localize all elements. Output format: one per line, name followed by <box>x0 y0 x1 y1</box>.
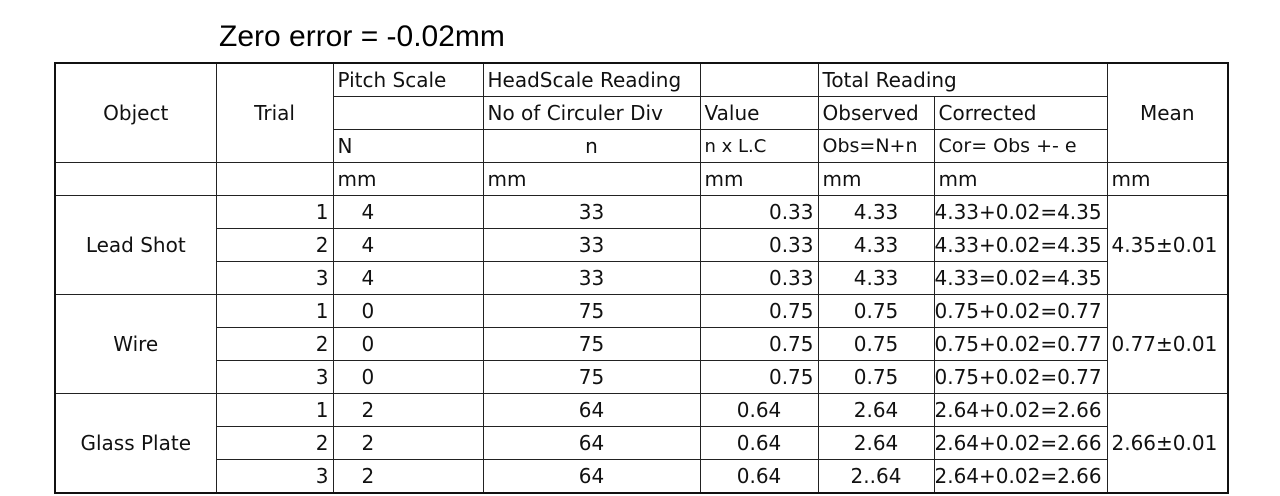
corrected-value: 2.64+0.02=2.66 <box>933 393 1108 427</box>
header-n-small: n <box>482 129 701 163</box>
trial-number: 3 <box>215 261 334 295</box>
mean-value: 2.66±0.01 <box>1106 393 1229 494</box>
header-row-3: N n n x L.C Obs=N+n Cor= Obs +- e <box>55 129 1228 163</box>
observed-value: 0.75 <box>817 327 935 361</box>
table-row: Glass Plate 1 2 64 0.64 2.64 2.64+0.02=2… <box>54 393 1229 494</box>
table-row: 2 0 75 0.75 0.75 0.75+0.02=0.77 <box>55 327 1228 361</box>
pitch-value: 0 <box>332 360 484 394</box>
observed-value: 2.64 <box>817 426 935 460</box>
pitch-value: 2 <box>332 459 484 494</box>
table-row: 3 2 64 0.64 2..64 2.64+0.02=2.66 <box>55 459 1228 494</box>
header-n-lc: n x L.C <box>699 129 819 163</box>
object-name: Lead Shot <box>54 195 217 295</box>
lc-value: 0.75 <box>699 294 819 328</box>
corrected-value: 4.33=0.02=4.35 <box>933 261 1108 295</box>
pitch-value: 2 <box>332 393 484 427</box>
header-value: Value <box>699 96 819 130</box>
circular-div-value: 75 <box>482 360 701 394</box>
unit-label: mm <box>933 162 1108 196</box>
corrected-value: 4.33+0.02=4.35 <box>933 195 1108 229</box>
header-trial: Trial <box>215 62 334 163</box>
trial-number: 2 <box>215 327 334 361</box>
trial-number: 2 <box>215 426 334 460</box>
corrected-value: 0.75+0.02=0.77 <box>933 327 1108 361</box>
pitch-value: 4 <box>332 261 484 295</box>
pitch-value: 0 <box>332 294 484 328</box>
header-total-reading: Total Reading <box>817 62 1108 97</box>
header-pitch-scale: Pitch Scale <box>332 62 484 97</box>
header-cor-formula: Cor= Obs +- e <box>933 129 1108 163</box>
trial-number: 3 <box>215 360 334 394</box>
pitch-value: 4 <box>332 195 484 229</box>
unit-label: mm <box>482 162 701 196</box>
header-empty <box>699 62 819 97</box>
pitch-value: 4 <box>332 228 484 262</box>
unit-row: mm mm mm mm mm mm <box>54 162 1229 196</box>
lc-value: 0.33 <box>699 261 819 295</box>
observed-value: 0.75 <box>817 294 935 328</box>
header-observed: Observed <box>817 96 935 130</box>
unit-empty <box>54 162 217 196</box>
readings-table: Object Trial Pitch Scale HeadScale Readi… <box>54 62 1229 494</box>
pitch-value: 2 <box>332 426 484 460</box>
circular-div-value: 33 <box>482 261 701 295</box>
lc-value: 0.64 <box>699 459 819 494</box>
corrected-value: 0.75+0.02=0.77 <box>933 360 1108 394</box>
circular-div-value: 75 <box>482 294 701 328</box>
header-empty <box>332 96 484 130</box>
lc-value: 0.75 <box>699 360 819 394</box>
zero-error-title: Zero error = -0.02mm <box>219 20 505 53</box>
corrected-value: 0.75+0.02=0.77 <box>933 294 1108 328</box>
unit-label: mm <box>699 162 819 196</box>
header-obs-formula: Obs=N+n <box>817 129 935 163</box>
table-row: Lead Shot 1 4 33 0.33 4.33 4.33+0.02=4.3… <box>54 195 1229 295</box>
unit-label: mm <box>817 162 935 196</box>
header-corrected: Corrected <box>933 96 1108 130</box>
header-n-big: N <box>332 129 484 163</box>
circular-div-value: 64 <box>482 459 701 494</box>
header-row-1: Object Trial Pitch Scale HeadScale Readi… <box>54 62 1229 163</box>
trial-number: 3 <box>215 459 334 494</box>
lc-value: 0.64 <box>699 426 819 460</box>
corrected-value: 2.64+0.02=2.66 <box>933 426 1108 460</box>
mean-value: 4.35±0.01 <box>1106 195 1229 295</box>
observed-value: 2..64 <box>817 459 935 494</box>
unit-empty <box>215 162 334 196</box>
circular-div-value: 64 <box>482 426 701 460</box>
lc-value: 0.33 <box>699 228 819 262</box>
trial-number: 2 <box>215 228 334 262</box>
header-mean: Mean <box>1106 62 1229 163</box>
unit-label: mm <box>1106 162 1229 196</box>
header-object: Object <box>54 62 217 163</box>
table-row: 2 2 64 0.64 2.64 2.64+0.02=2.66 <box>55 426 1228 460</box>
table-row: 3 4 33 0.33 4.33 4.33=0.02=4.35 <box>55 261 1228 295</box>
table-row: Wire 1 0 75 0.75 0.75 0.75+0.02=0.77 0.7… <box>54 294 1229 394</box>
corrected-value: 2.64+0.02=2.66 <box>933 459 1108 494</box>
lc-value: 0.33 <box>699 195 819 229</box>
observed-value: 4.33 <box>817 261 935 295</box>
unit-label: mm <box>332 162 484 196</box>
pitch-value: 0 <box>332 327 484 361</box>
observed-value: 4.33 <box>817 195 935 229</box>
lc-value: 0.75 <box>699 327 819 361</box>
observed-value: 2.64 <box>817 393 935 427</box>
object-name: Glass Plate <box>54 393 217 494</box>
circular-div-value: 75 <box>482 327 701 361</box>
trial-number: 1 <box>215 195 334 229</box>
trial-number: 1 <box>215 393 334 427</box>
observed-value: 4.33 <box>817 228 935 262</box>
circular-div-value: 33 <box>482 228 701 262</box>
header-headscale-reading: HeadScale Reading <box>482 62 701 97</box>
object-name: Wire <box>54 294 217 394</box>
table-row: 2 4 33 0.33 4.33 4.33+0.02=4.35 <box>55 228 1228 262</box>
observed-value: 0.75 <box>817 360 935 394</box>
header-no-of-div: No of Circuler Div <box>482 96 701 130</box>
table-row: 3 0 75 0.75 0.75 0.75+0.02=0.77 <box>55 360 1228 394</box>
trial-number: 1 <box>215 294 334 328</box>
lc-value: 0.64 <box>699 393 819 427</box>
mean-value: 0.77±0.01 <box>1106 294 1229 394</box>
corrected-value: 4.33+0.02=4.35 <box>933 228 1108 262</box>
circular-div-value: 64 <box>482 393 701 427</box>
circular-div-value: 33 <box>482 195 701 229</box>
